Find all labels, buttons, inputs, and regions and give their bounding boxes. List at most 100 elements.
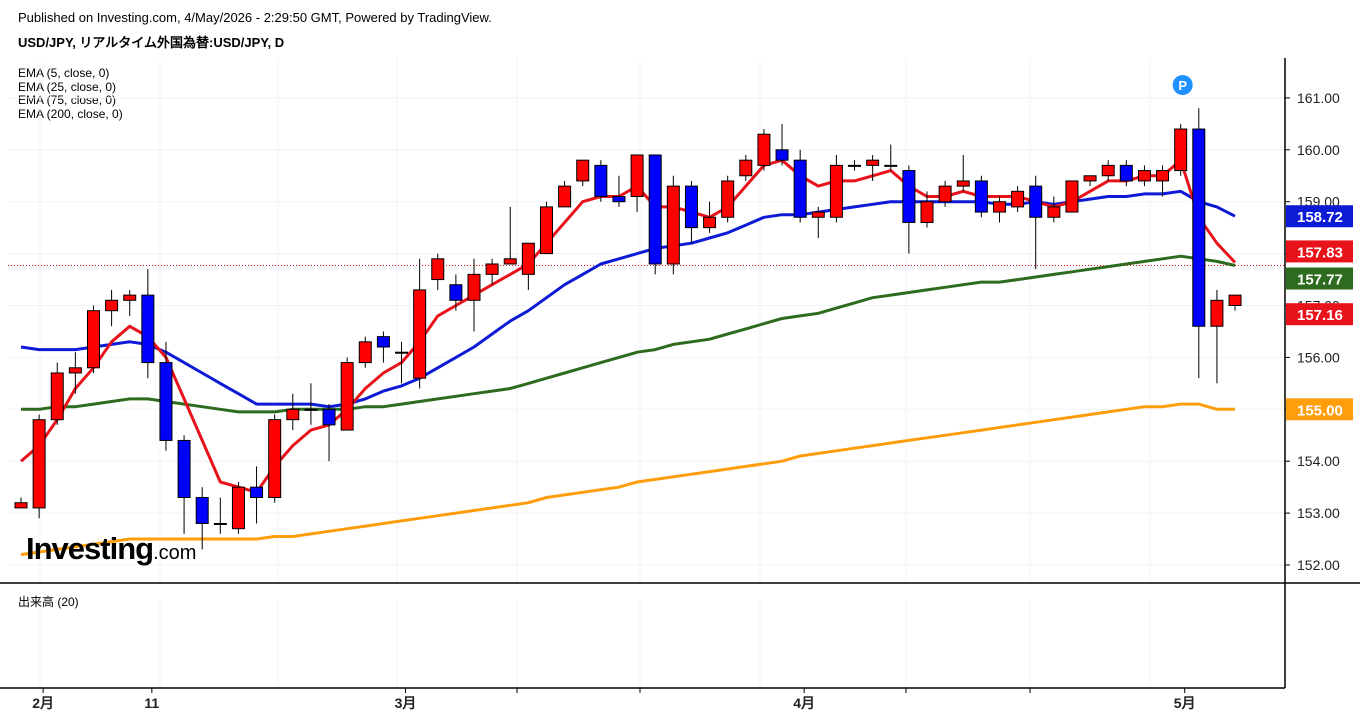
legend-ema5[interactable]: EMA (5, close, 0) <box>18 66 110 80</box>
candle-body <box>666 185 680 265</box>
candle-body <box>775 149 789 161</box>
ema200-line <box>20 402 1235 557</box>
candle <box>1029 175 1043 270</box>
price-tag-label: 157.83 <box>1297 244 1343 261</box>
candle <box>558 180 572 208</box>
candle <box>539 201 553 255</box>
candle <box>50 362 64 425</box>
candle <box>1210 289 1224 384</box>
candle-body <box>50 372 64 421</box>
candle-body <box>1192 128 1206 327</box>
candle <box>739 154 753 181</box>
candle-body <box>739 159 753 177</box>
candle <box>159 341 173 451</box>
price-tag-label: 157.77 <box>1297 272 1343 289</box>
ema75-line <box>21 254 1236 414</box>
candle <box>521 242 535 290</box>
volume-label: 出来高 (20) <box>18 595 79 609</box>
candle-body <box>105 299 119 312</box>
candle-body <box>684 185 698 229</box>
candle-body <box>322 408 336 426</box>
candle <box>177 435 191 534</box>
candle <box>413 258 427 389</box>
candle-body <box>467 273 481 301</box>
price-tag-label: 158.72 <box>1297 209 1343 226</box>
candle <box>141 269 155 379</box>
candle-body <box>431 258 445 281</box>
p-marker-circle <box>1172 75 1193 95</box>
investing-logo: Investing.com <box>26 531 197 566</box>
candle <box>1101 160 1115 181</box>
candle-body <box>703 216 717 229</box>
candle <box>992 196 1006 223</box>
legend-ema200[interactable]: EMA (200, close, 0) <box>18 106 123 121</box>
candle <box>1047 196 1061 223</box>
candle-body <box>141 294 155 364</box>
publish-info: Published on Investing.com, 4/May/2026 -… <box>18 10 492 25</box>
candle-body <box>829 164 843 218</box>
candle <box>268 414 282 503</box>
candle-body <box>86 310 100 369</box>
candle <box>920 191 934 228</box>
candle-body <box>1101 164 1115 177</box>
axis-tick-label: 161.00 <box>1297 90 1340 106</box>
legend-ema75[interactable]: EMA (75, close, 0) <box>18 93 117 107</box>
axis-tick-label: 156.00 <box>1297 349 1340 365</box>
candle <box>956 154 970 192</box>
candle <box>1011 186 1025 213</box>
candle-body <box>721 180 735 218</box>
axis-tick-label: 160.00 <box>1297 142 1340 158</box>
ema25-line <box>20 189 1236 409</box>
candle <box>648 154 662 275</box>
candle <box>14 497 28 509</box>
time-axis: 2月 11 3月 4月 5月 <box>32 688 1196 711</box>
candle-body <box>1047 206 1061 218</box>
time-tick-label: 5月 <box>1174 695 1196 711</box>
candle-body <box>123 294 137 301</box>
candle <box>666 175 680 275</box>
candle-body <box>992 201 1006 213</box>
time-tick-label: 2月 <box>32 695 54 711</box>
candle <box>1119 160 1133 187</box>
candles: P <box>14 75 1242 550</box>
price-tag-bg <box>1286 205 1353 228</box>
legend-ema25[interactable]: EMA (25, close, 0) <box>18 79 117 94</box>
price-tag-ema200: 155.00 <box>1286 398 1353 421</box>
candle-body <box>558 185 572 208</box>
candle-body <box>866 159 880 166</box>
candle-body <box>304 408 318 411</box>
candle-body <box>1228 294 1242 306</box>
candle <box>757 129 771 171</box>
time-tick-label: 11 <box>144 695 159 711</box>
price-tag-bg <box>1286 303 1353 326</box>
candle <box>721 175 735 223</box>
candle-body <box>1011 190 1025 208</box>
candle <box>684 180 698 244</box>
candle-body <box>884 164 898 167</box>
candle <box>431 253 445 290</box>
candle-body <box>449 284 463 301</box>
candle <box>467 258 481 332</box>
candle <box>974 175 988 218</box>
candle <box>322 404 336 462</box>
candle-body <box>395 351 409 354</box>
candle-body <box>630 154 644 198</box>
candle <box>829 154 843 223</box>
candle-body <box>521 242 535 275</box>
candle <box>1156 165 1170 197</box>
candle <box>938 180 952 207</box>
candle-body <box>503 258 517 265</box>
candle-body <box>811 211 825 218</box>
price-tag-current: 157.77 <box>1286 267 1353 290</box>
candle-body <box>956 180 970 187</box>
candle-body <box>1210 299 1224 327</box>
candle <box>1083 175 1097 187</box>
time-tick-label: 3月 <box>395 695 417 711</box>
candle <box>1065 180 1079 213</box>
candle <box>231 481 245 534</box>
candle <box>884 144 898 171</box>
candle-body <box>594 164 608 198</box>
price-tag-bg <box>1286 398 1353 421</box>
candle <box>866 154 880 181</box>
